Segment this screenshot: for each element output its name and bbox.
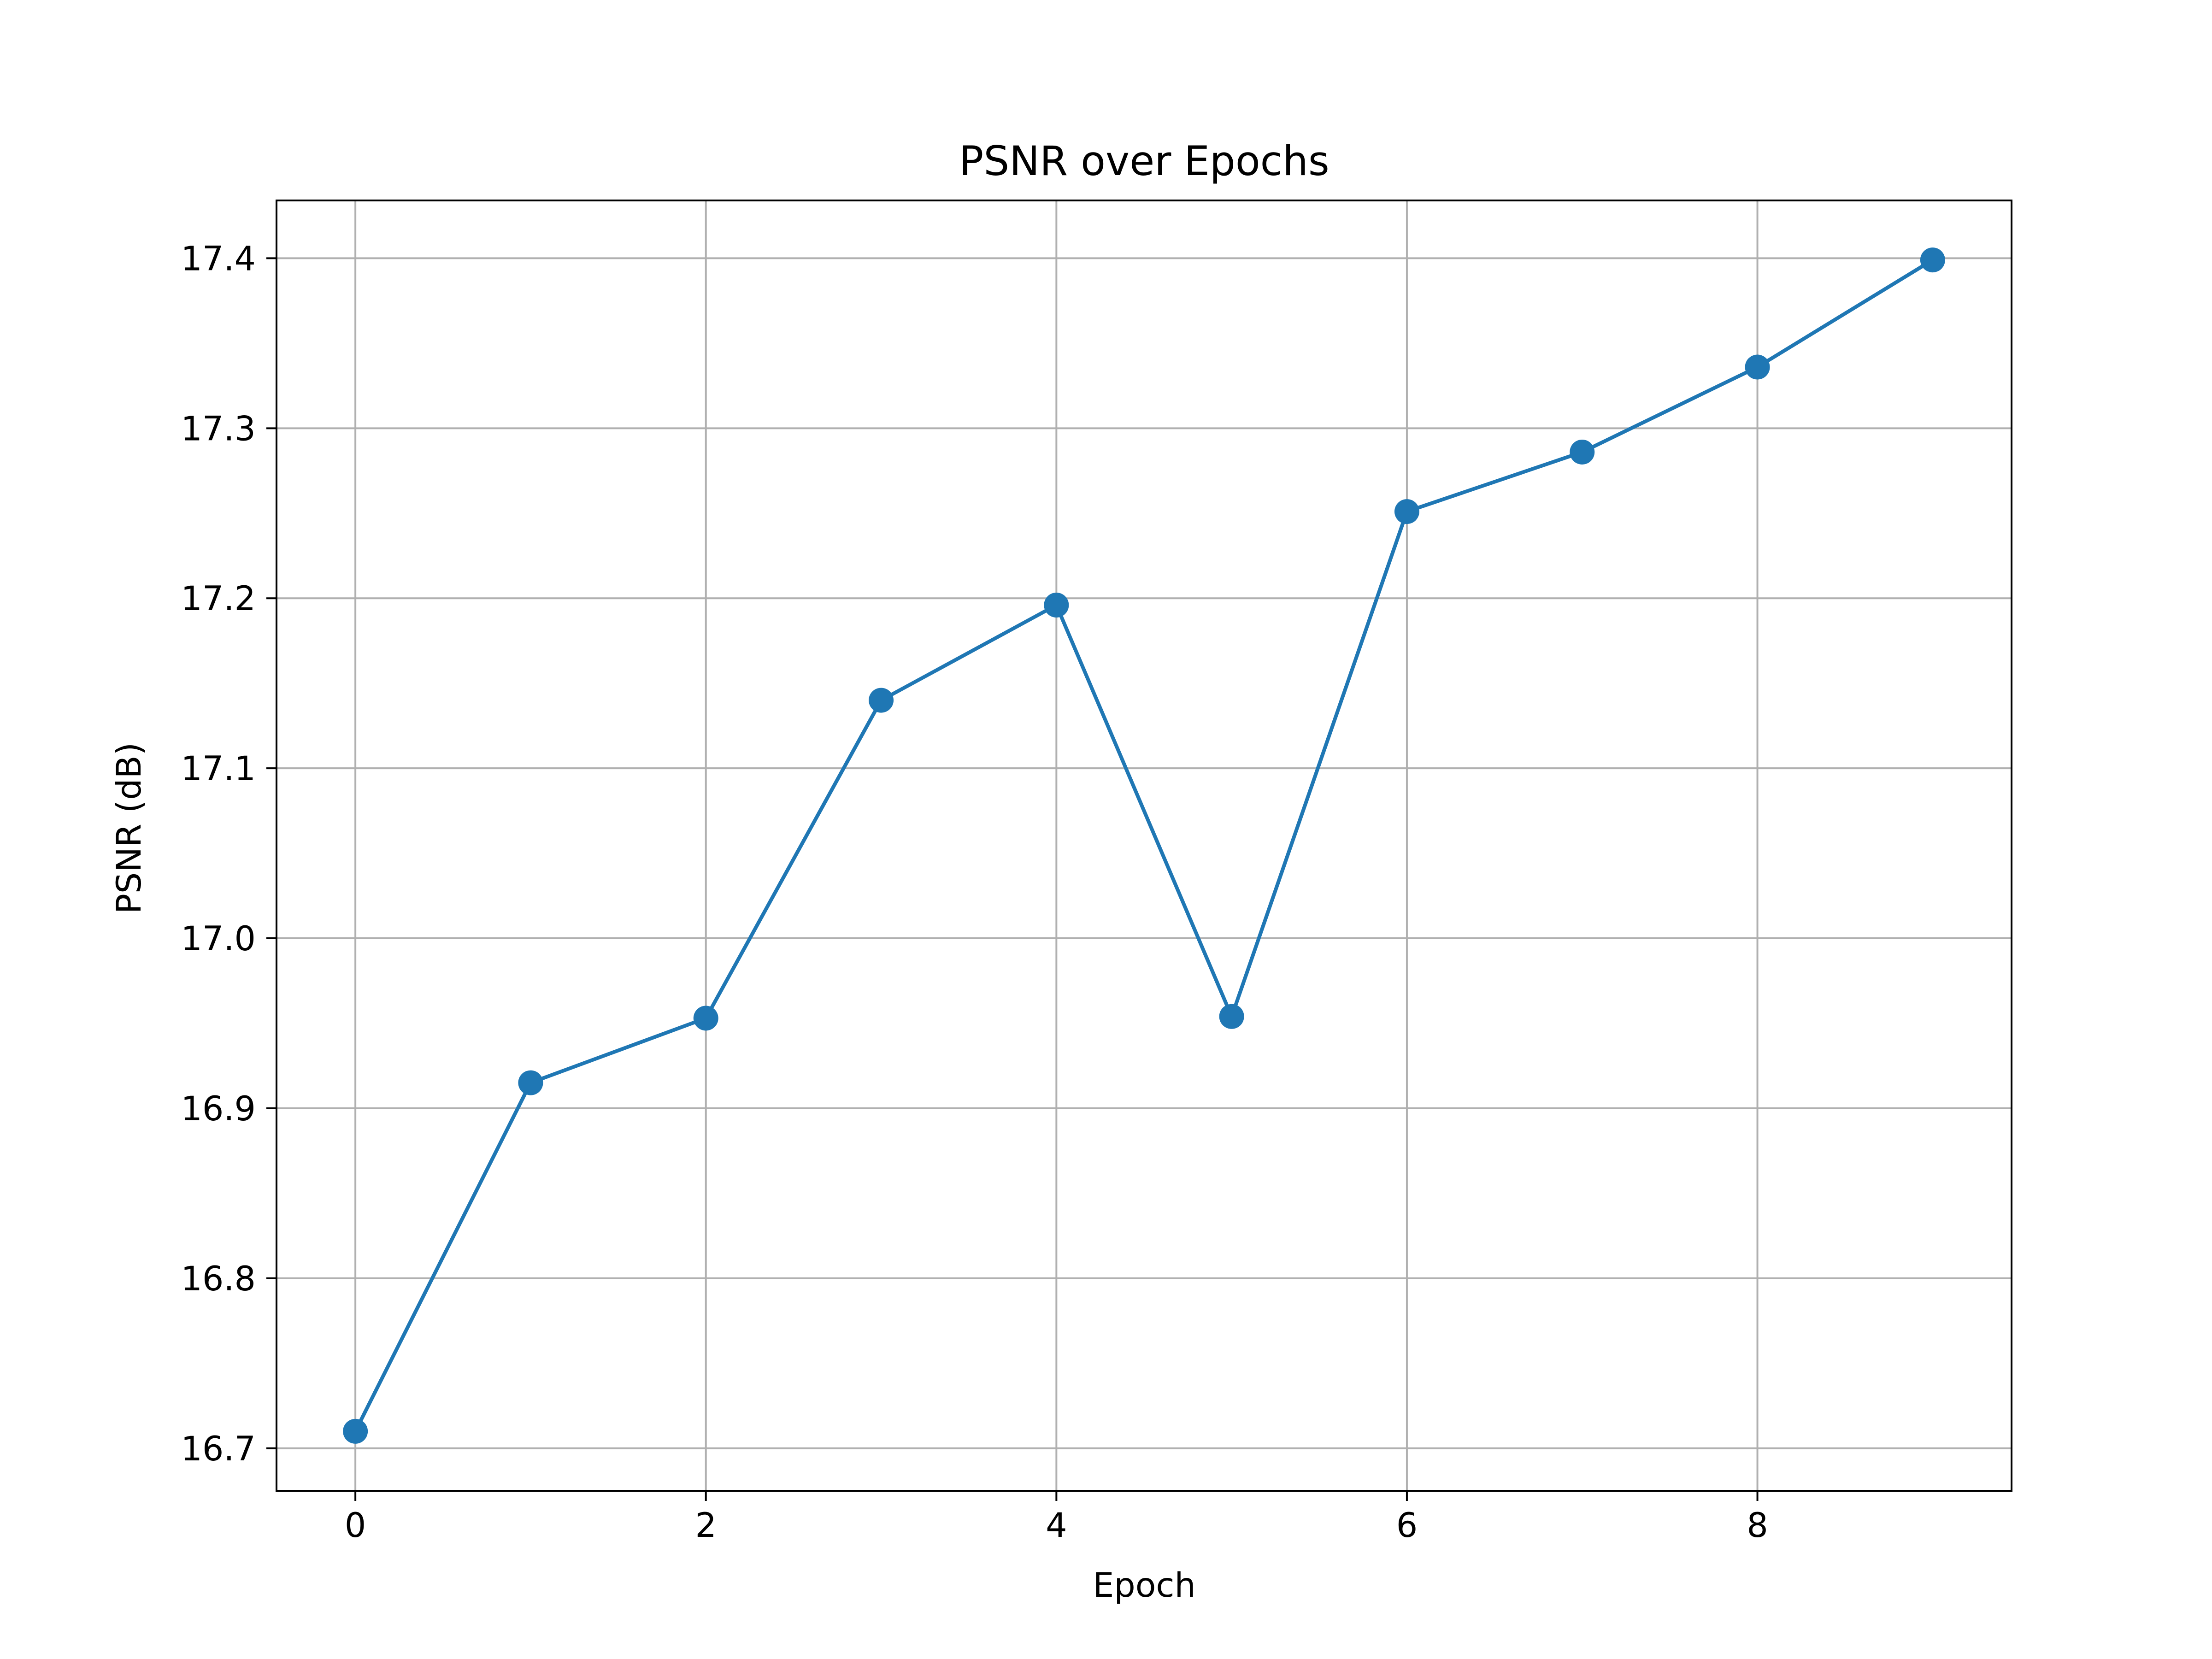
y-axis-ticks: 16.7 16.8 16.9 17.0 17.1 17.2 17.3 17.4: [181, 239, 276, 1469]
plot-area-frame: [276, 200, 2012, 1492]
y-tick-label: 17.4: [181, 239, 256, 278]
x-tick-label: 2: [695, 1506, 717, 1545]
x-tick-label: 6: [1396, 1506, 1418, 1545]
data-point: [1570, 439, 1595, 465]
data-point: [1219, 1004, 1244, 1029]
x-tick-label: 4: [1046, 1506, 1067, 1545]
y-tick-label: 16.7: [181, 1430, 256, 1469]
y-tick-label: 17.1: [181, 749, 256, 788]
data-point: [1745, 354, 1770, 380]
data-point: [1394, 499, 1419, 524]
y-tick-label: 17.0: [181, 919, 256, 959]
data-point: [869, 688, 894, 713]
x-tick-label: 8: [1747, 1506, 1768, 1545]
y-tick-label: 17.3: [181, 409, 256, 448]
x-axis-label: Epoch: [1093, 1566, 1196, 1605]
grid: [276, 200, 2012, 1491]
series-psnr: [343, 247, 1945, 1444]
data-point: [1044, 592, 1069, 618]
x-axis-ticks: 0 2 4 6 8: [345, 1491, 1768, 1545]
series-line: [353, 258, 1935, 1433]
y-axis-label: PSNR (dB): [110, 742, 149, 914]
data-point: [693, 1006, 718, 1031]
data-point: [343, 1418, 368, 1444]
chart-title: PSNR over Epochs: [959, 137, 1329, 185]
x-tick-label: 0: [345, 1506, 366, 1545]
data-point: [1920, 247, 1945, 273]
y-tick-label: 16.8: [181, 1259, 256, 1299]
y-tick-label: 17.2: [181, 579, 256, 618]
y-tick-label: 16.9: [181, 1089, 256, 1129]
data-point: [518, 1070, 543, 1095]
